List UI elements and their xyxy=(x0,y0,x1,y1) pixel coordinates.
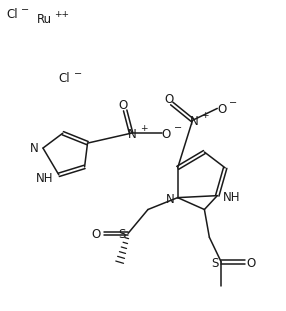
Text: Cl: Cl xyxy=(59,72,70,85)
Text: O: O xyxy=(164,93,173,106)
Text: N: N xyxy=(190,115,198,128)
Text: NH: NH xyxy=(36,172,54,185)
Text: S: S xyxy=(211,257,218,270)
Text: +: + xyxy=(140,124,148,133)
Text: −: − xyxy=(74,69,82,79)
Text: O: O xyxy=(246,257,255,270)
Text: NH: NH xyxy=(223,191,241,204)
Text: S: S xyxy=(118,228,125,241)
Text: N: N xyxy=(128,128,137,141)
Text: −: − xyxy=(174,123,182,133)
Text: −: − xyxy=(229,99,237,109)
Text: Ru: Ru xyxy=(37,13,52,26)
Text: −: − xyxy=(21,5,29,15)
Text: Cl: Cl xyxy=(6,8,18,21)
Text: +: + xyxy=(201,111,209,120)
Text: O: O xyxy=(162,128,171,141)
Text: N: N xyxy=(166,193,175,206)
Text: N: N xyxy=(30,142,39,155)
Text: O: O xyxy=(91,228,100,241)
Text: O: O xyxy=(217,103,227,116)
Text: ++: ++ xyxy=(54,10,69,19)
Text: O: O xyxy=(119,99,128,112)
